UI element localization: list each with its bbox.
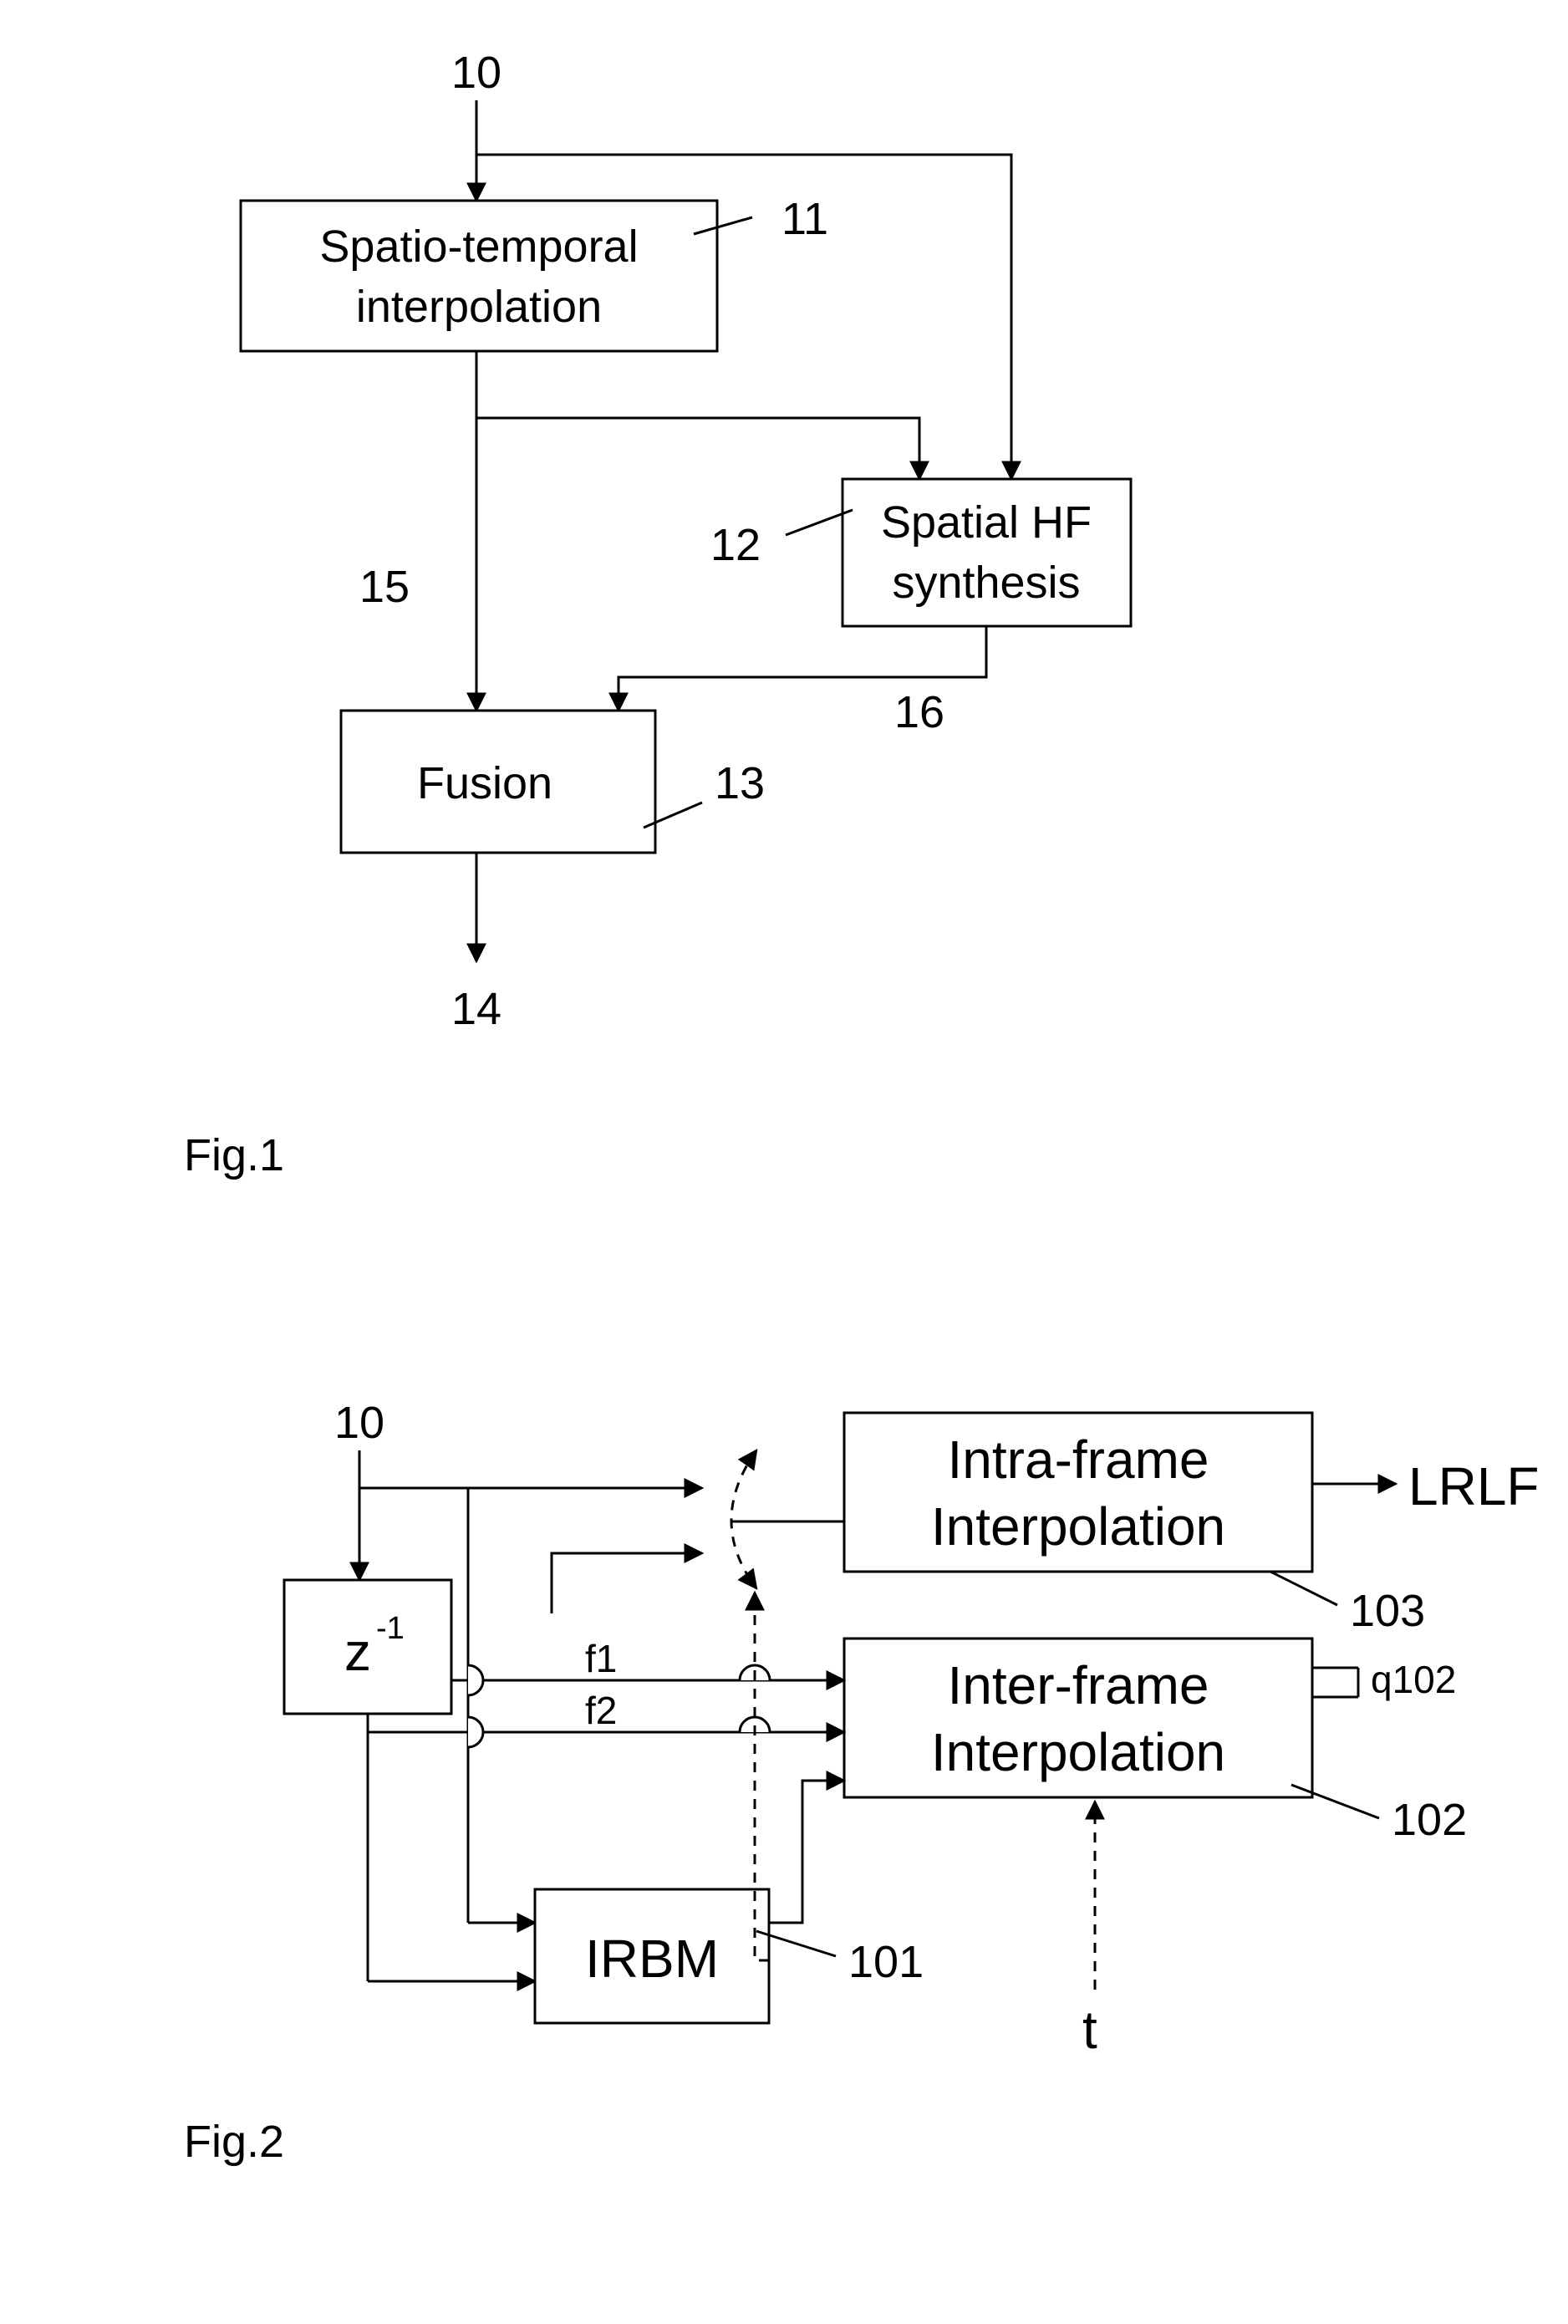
fig1-caption: Fig.1 — [184, 1130, 284, 1180]
figure-2: 10 Intra-frame Interpolation LRLF 103 z … — [184, 1398, 1540, 2167]
fig2-box-irbm-text: IRBM — [585, 1929, 719, 1989]
fig1-edge-16-label: 16 — [894, 687, 944, 737]
fig1-box-hf-line1: Spatial HF — [881, 497, 1092, 548]
fig1-box-hf-line2: synthesis — [892, 558, 1080, 608]
fig1-edge-15-label: 15 — [359, 562, 410, 612]
fig2-in-down-hop1 — [468, 1665, 483, 1695]
fig2-lrlf-label: LRLF — [1408, 1456, 1540, 1516]
fig1-box-interp-line1: Spatio-temporal — [319, 222, 638, 272]
fig1-box-fusion-text: Fusion — [417, 758, 552, 808]
fig2-ref-102: 102 — [1392, 1795, 1467, 1845]
fig1-ref-11: 11 — [781, 194, 828, 244]
fig2-z-sup: -1 — [376, 1611, 405, 1646]
fig2-ref-101: 101 — [848, 1937, 924, 1987]
fig2-in-down-hop2 — [468, 1717, 483, 1747]
fig2-edge-q-to-switch — [552, 1553, 702, 1613]
fig2-box-inter-line2: Interpolation — [931, 1722, 1225, 1782]
fig2-caption: Fig.2 — [184, 2117, 284, 2167]
fig1-ref-13: 13 — [715, 758, 765, 808]
fig2-f2-label: f2 — [585, 1689, 617, 1732]
fig2-f1-label: f1 — [585, 1637, 617, 1680]
fig1-ref-12: 12 — [710, 520, 761, 570]
fig2-t-label: t — [1082, 2000, 1097, 2060]
fig2-z-base: z — [344, 1622, 371, 1682]
fig2-q102-label: q102 — [1371, 1658, 1456, 1701]
fig1-box-interp-line2: interpolation — [356, 282, 602, 332]
fig2-callout-102-line — [1291, 1785, 1379, 1818]
fig2-box-intra-line1: Intra-frame — [948, 1430, 1209, 1490]
fig2-edge-irbm-to-inter — [769, 1781, 844, 1923]
fig2-box-intra-line2: Interpolation — [931, 1496, 1225, 1557]
fig2-callout-103-line — [1270, 1572, 1337, 1605]
fig1-input-label: 10 — [451, 48, 501, 98]
fig1-output-label: 14 — [451, 984, 501, 1034]
fig2-box-inter-line1: Inter-frame — [948, 1655, 1209, 1715]
fig2-switch-arc — [731, 1450, 756, 1588]
fig1-edge-interp-to-hf — [476, 418, 919, 479]
figure-1: 10 Spatio-temporal interpolation 11 15 S… — [184, 48, 1131, 1180]
fig2-ref-103: 103 — [1350, 1586, 1425, 1636]
fig2-input-label: 10 — [334, 1398, 384, 1448]
